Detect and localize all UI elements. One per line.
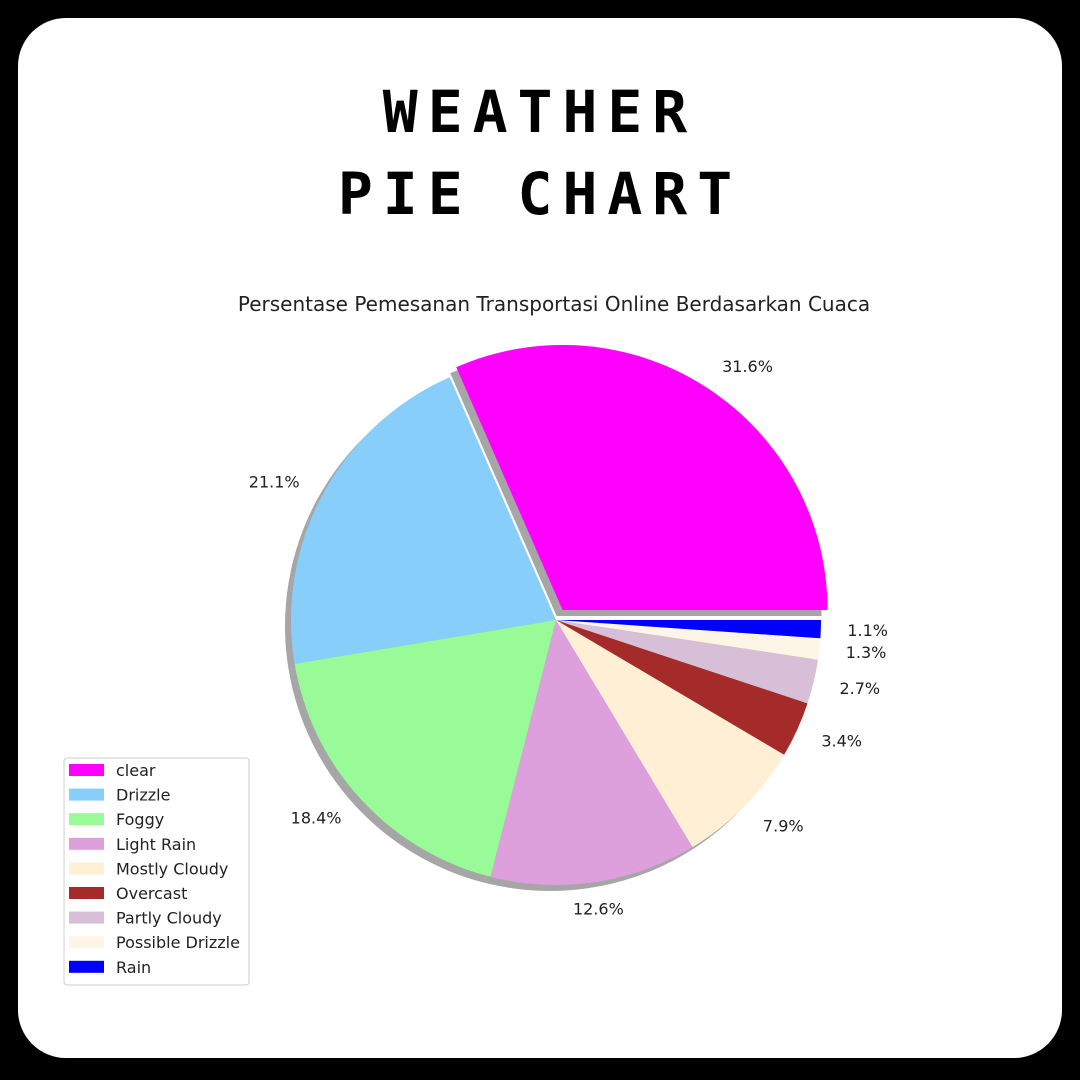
pie-slices xyxy=(291,344,828,885)
legend-swatch-overcast xyxy=(69,887,104,899)
pie-slice-overcast xyxy=(556,620,808,755)
pie-labels: 31.6% 21.1% 18.4% 12.6% 7.9% 3.4% 2.7% 1.3% 1.1% xyxy=(249,357,888,918)
legend-swatch-foggy xyxy=(69,813,104,826)
legend-swatch-partly-cloudy xyxy=(69,911,104,924)
legend-label-possible-drizzle: Possible Drizzle xyxy=(116,933,240,952)
pie-label-rain: 1.1% xyxy=(847,621,888,640)
legend-label-overcast: Overcast xyxy=(116,884,187,903)
legend-label-partly-cloudy: Partly Cloudy xyxy=(116,909,222,928)
page-title-line-2: PIE CHART xyxy=(337,160,743,228)
chart-title: Persentase Pemesanan Transportasi Online… xyxy=(238,292,870,316)
pie-label-foggy: 18.4% xyxy=(291,808,342,827)
pie-label-overcast: 3.4% xyxy=(821,732,862,751)
legend-swatch-mostly-cloudy xyxy=(69,862,104,875)
pie-label-mostly-cloudy: 7.9% xyxy=(763,816,804,835)
legend-label-light-rain: Light Rain xyxy=(116,835,196,854)
legend-label-rain: Rain xyxy=(116,958,151,977)
page-title-line-1: WEATHER xyxy=(382,78,698,146)
pie-slice-drizzle xyxy=(291,377,556,664)
pie-slice-possible-drizzle xyxy=(556,620,821,660)
pie-label-partly-cloudy: 2.7% xyxy=(839,679,880,698)
legend: clear Drizzle Foggy Light Rain Mostly Cloudy… xyxy=(63,757,250,986)
legend-swatch-clear xyxy=(69,764,104,776)
legend-swatch-drizzle xyxy=(69,788,104,801)
pie-slice-clear xyxy=(456,344,828,610)
legend-swatch-light-rain xyxy=(69,837,104,850)
pie-slice-mostly-cloudy xyxy=(556,620,785,848)
legend-label-mostly-cloudy: Mostly Cloudy xyxy=(116,859,228,878)
pie-label-clear: 31.6% xyxy=(722,357,773,376)
pie-slice-light-rain xyxy=(490,620,693,885)
legend-frame xyxy=(63,757,250,986)
pie-label-light-rain: 12.6% xyxy=(573,899,624,918)
legend-label-foggy: Foggy xyxy=(116,810,164,829)
pie-slice-rain xyxy=(556,620,821,639)
legend-label-drizzle: Drizzle xyxy=(116,786,170,805)
pie-label-drizzle: 21.1% xyxy=(249,472,300,491)
legend-swatch-rain xyxy=(69,960,104,973)
pie-slice-foggy xyxy=(294,620,556,877)
pie-slice-partly-cloudy xyxy=(556,620,818,704)
legend-swatch-possible-drizzle xyxy=(69,936,104,949)
legend-label-clear: clear xyxy=(116,761,156,780)
pie-label-possible-drizzle: 1.3% xyxy=(846,643,887,662)
